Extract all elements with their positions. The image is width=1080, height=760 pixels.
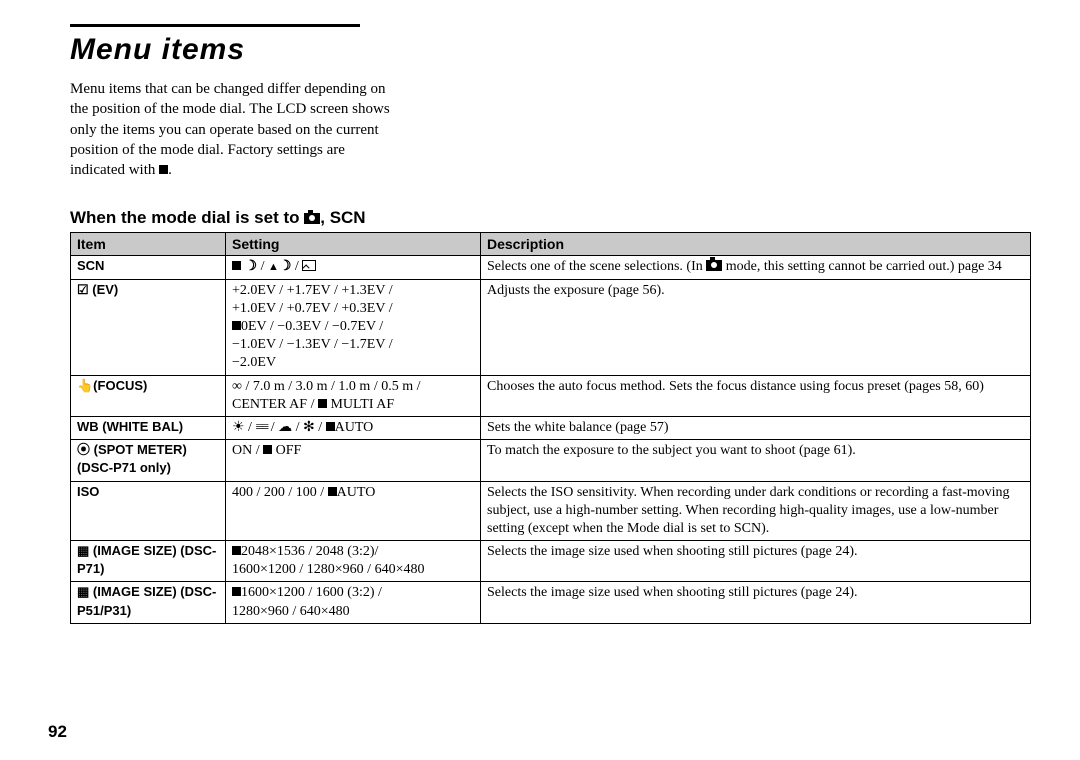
intro-text-1: Menu items that can be changed differ de… (70, 81, 390, 178)
page-number: 92 (48, 722, 67, 742)
setting-cell: 400 / 200 / 100 / AUTO (226, 481, 481, 541)
description-cell: Adjusts the exposure (page 56). (481, 279, 1031, 375)
item-cell: ⦿ (SPOT METER) (DSC-P71 only) (71, 440, 226, 481)
item-cell: ISO (71, 481, 226, 541)
setting-cell: +2.0EV / +1.7EV / +1.3EV /+1.0EV / +0.7E… (226, 279, 481, 375)
description-cell: Selects the image size used when shootin… (481, 541, 1031, 582)
square-icon (232, 587, 241, 596)
table-header-row: Item Setting Description (71, 233, 1031, 256)
square-icon (318, 399, 327, 408)
page-title: Menu items (70, 33, 1032, 67)
setting-cell: ☀ / ≡≡ / ☁ / ✻ / AUTO (226, 416, 481, 439)
square-icon (263, 445, 272, 454)
camera-icon (706, 260, 722, 271)
square-icon (159, 165, 168, 174)
setting-cell: ∞ / 7.0 m / 3.0 m / 1.0 m / 0.5 m /CENTE… (226, 375, 481, 416)
item-label: ☑ (EV) (77, 282, 118, 297)
item-cell: ▦ (IMAGE SIZE) (DSC-P51/P31) (71, 582, 226, 623)
item-cell: SCN (71, 256, 226, 279)
intro-text-2: . (168, 162, 172, 178)
description-cell: To match the exposure to the subject you… (481, 440, 1031, 481)
square-icon (232, 546, 241, 555)
col-item: Item (71, 233, 226, 256)
item-cell: WB (WHITE BAL) (71, 416, 226, 439)
setting-cell: ON / OFF (226, 440, 481, 481)
item-label: WB (WHITE BAL) (77, 419, 183, 434)
description-cell: Selects the ISO sensitivity. When record… (481, 481, 1031, 541)
table-row: ▦ (IMAGE SIZE) (DSC-P51/P31) 1600×1200 / … (71, 582, 1031, 623)
item-label: SCN (77, 258, 104, 273)
table-row: ISO 400 / 200 / 100 / AUTOSelects the ISO… (71, 481, 1031, 541)
table-row: ▦ (IMAGE SIZE) (DSC-P71) 2048×1536 / 2048… (71, 541, 1031, 582)
item-cell: ▦ (IMAGE SIZE) (DSC-P71) (71, 541, 226, 582)
description-cell: Sets the white balance (page 57) (481, 416, 1031, 439)
item-label: 👆(FOCUS) (77, 378, 147, 393)
square-icon (232, 261, 241, 270)
item-label: ▦ (IMAGE SIZE) (DSC-P51/P31) (77, 584, 216, 617)
square-icon (232, 321, 241, 330)
table-row: ☑ (EV) +2.0EV / +1.7EV / +1.3EV /+1.0EV /… (71, 279, 1031, 375)
menu-table: Item Setting Description SCN ☽ / ▲☽ / Se… (70, 232, 1031, 624)
description-cell: Selects the image size used when shootin… (481, 582, 1031, 623)
heading-suffix: , SCN (320, 208, 365, 227)
table-row: ⦿ (SPOT METER) (DSC-P71 only) ON / OFFTo … (71, 440, 1031, 481)
description-cell: Selects one of the scene selections. (In… (481, 256, 1031, 279)
top-rule (70, 24, 360, 27)
table-row: 👆(FOCUS) ∞ / 7.0 m / 3.0 m / 1.0 m / 0.5 … (71, 375, 1031, 416)
table-row: SCN ☽ / ▲☽ / Selects one of the scene se… (71, 256, 1031, 279)
table-row: WB (WHITE BAL) ☀ / ≡≡ / ☁ / ✻ / AUTOSets … (71, 416, 1031, 439)
item-label: ▦ (IMAGE SIZE) (DSC-P71) (77, 543, 216, 576)
item-label: ISO (77, 484, 99, 499)
section-heading: When the mode dial is set to , SCN (70, 208, 1032, 228)
square-icon (326, 422, 335, 431)
square-icon (328, 487, 337, 496)
item-cell: ☑ (EV) (71, 279, 226, 375)
col-description: Description (481, 233, 1031, 256)
intro-paragraph: Menu items that can be changed differ de… (70, 79, 390, 180)
item-cell: 👆(FOCUS) (71, 375, 226, 416)
description-cell: Chooses the auto focus method. Sets the … (481, 375, 1031, 416)
item-label: ⦿ (SPOT METER) (DSC-P71 only) (77, 442, 187, 475)
setting-cell: 1600×1200 / 1600 (3:2) /1280×960 / 640×4… (226, 582, 481, 623)
heading-prefix: When the mode dial is set to (70, 208, 304, 227)
setting-cell: ☽ / ▲☽ / (226, 256, 481, 279)
setting-cell: 2048×1536 / 2048 (3:2)/1600×1200 / 1280×… (226, 541, 481, 582)
col-setting: Setting (226, 233, 481, 256)
camera-icon (304, 213, 320, 224)
